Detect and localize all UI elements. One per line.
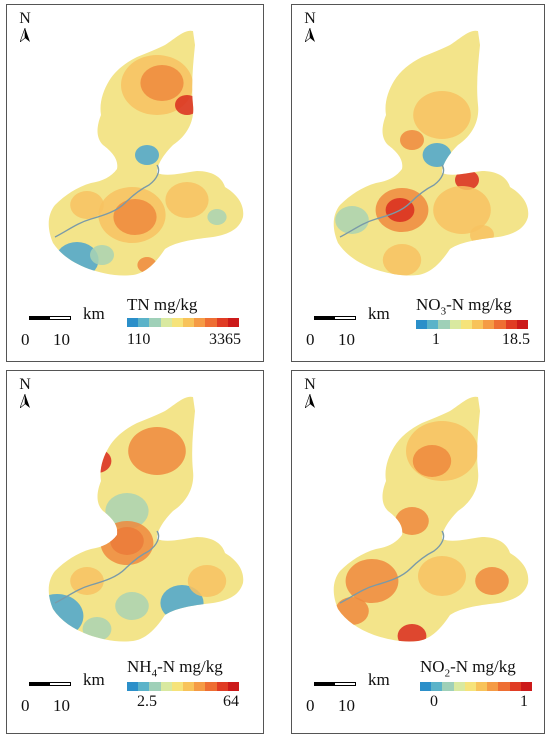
legend-max: 3365 <box>209 331 241 348</box>
legend-title: NH4-N mg/kg <box>127 657 223 680</box>
legend-nh4: NH4-N mg/kg 2.5 64 <box>127 657 261 710</box>
surface-patch <box>165 182 209 218</box>
legend-color-ramp <box>420 682 533 692</box>
scale-zero: 0 <box>21 330 30 349</box>
surface-patch <box>412 445 452 477</box>
surface-patch <box>335 597 369 625</box>
surface-patch <box>128 427 186 475</box>
north-arrow: N <box>17 11 33 42</box>
map-panel-no3: N km 0 10 NO3-N mg/kg 1 18.5 <box>291 4 545 362</box>
surface-patch <box>418 556 466 596</box>
surface-patch <box>137 257 157 273</box>
surface-patch <box>395 507 429 535</box>
scale-zero: 0 <box>306 330 315 349</box>
legend-min: 110 <box>127 331 151 348</box>
legend-title: NO2-N mg/kg <box>420 657 516 680</box>
no2-map-canvas <box>333 396 529 642</box>
north-arrow-icon <box>20 394 30 408</box>
surface-patch <box>207 209 227 225</box>
surface-patch <box>140 65 184 101</box>
surface-patch <box>100 521 154 565</box>
surface-patch <box>82 449 112 473</box>
legend-no3: NO3-N mg/kg 1 18.5 <box>416 295 542 348</box>
map-panel-tn: N km 0 10 TN mg/kg 110 3365 <box>6 4 264 362</box>
north-label: N <box>304 376 316 393</box>
surface-patch <box>422 143 452 167</box>
map-panel-nh4: N km 0 10 NH4-N mg/kg 2.5 64 <box>6 370 264 734</box>
legend-title: TN mg/kg <box>127 295 198 314</box>
scale-ten: 10 <box>338 330 355 349</box>
scale-bar-graphic <box>29 316 71 320</box>
surface-patch <box>48 594 84 638</box>
surface-patch <box>187 565 227 597</box>
river-line <box>339 530 445 604</box>
legend-color-ramp <box>127 318 240 327</box>
north-label: N <box>19 376 31 393</box>
legend-tn: TN mg/kg 110 3365 <box>127 295 257 348</box>
river-line <box>339 164 445 238</box>
legend-min: 2.5 <box>137 693 157 710</box>
scale-bar-graphic <box>314 316 356 320</box>
north-arrow-icon <box>305 394 315 408</box>
legend-min: 1 <box>432 331 440 348</box>
legend-max: 64 <box>223 693 239 710</box>
surface-patch <box>413 91 471 139</box>
legend-no2: NO2-N mg/kg 0 1 <box>420 657 542 710</box>
legend-color-ramp <box>416 320 529 330</box>
surface-patch <box>52 113 82 137</box>
surface-patch <box>90 245 114 265</box>
scale-zero: 0 <box>21 696 30 715</box>
surface-patch <box>82 617 112 641</box>
north-arrow: N <box>302 11 318 42</box>
scale-zero: 0 <box>306 696 315 715</box>
surface-patch <box>135 145 159 165</box>
legend-max: 18.5 <box>502 331 530 348</box>
surface-patch <box>442 625 462 641</box>
no3-map-canvas <box>333 30 529 276</box>
north-label: N <box>304 10 316 27</box>
scale-unit: km <box>368 304 390 323</box>
surface-patch <box>115 592 149 620</box>
surface-patch <box>470 225 494 245</box>
scale-bar-graphic <box>29 682 71 686</box>
north-arrow-icon <box>305 28 315 42</box>
scale-bar-graphic <box>314 682 356 686</box>
surface-patch <box>397 624 427 642</box>
scale-ten: 10 <box>53 330 70 349</box>
surface-patch <box>113 199 157 235</box>
river-line <box>54 164 160 238</box>
surface-patch <box>70 191 104 219</box>
surface-patch <box>455 170 479 190</box>
legend-max: 1 <box>520 693 528 710</box>
tn-map-canvas <box>48 30 244 276</box>
surface-patch <box>175 95 199 115</box>
surface-patch <box>433 186 491 234</box>
north-arrow: N <box>17 377 33 408</box>
legend-min: 0 <box>430 693 438 710</box>
surface-patch <box>382 244 422 276</box>
surface-patch <box>400 130 424 150</box>
legend-title: NO3-N mg/kg <box>416 295 512 318</box>
legend-color-ramp <box>127 682 240 692</box>
scale-unit: km <box>83 670 105 689</box>
surface-patch <box>105 493 149 529</box>
river-line <box>54 530 160 604</box>
north-label: N <box>19 10 31 27</box>
scale-ten: 10 <box>338 696 355 715</box>
north-arrow-icon <box>20 28 30 42</box>
north-arrow: N <box>302 377 318 408</box>
scale-unit: km <box>368 670 390 689</box>
nh4-map-canvas <box>48 396 244 642</box>
surface-patch <box>335 206 369 234</box>
surface-patch <box>475 567 509 595</box>
surface-patch <box>70 567 104 595</box>
scale-unit: km <box>83 304 105 323</box>
scale-ten: 10 <box>53 696 70 715</box>
map-panel-no2: N km 0 10 NO2-N mg/kg 0 1 <box>291 370 545 734</box>
